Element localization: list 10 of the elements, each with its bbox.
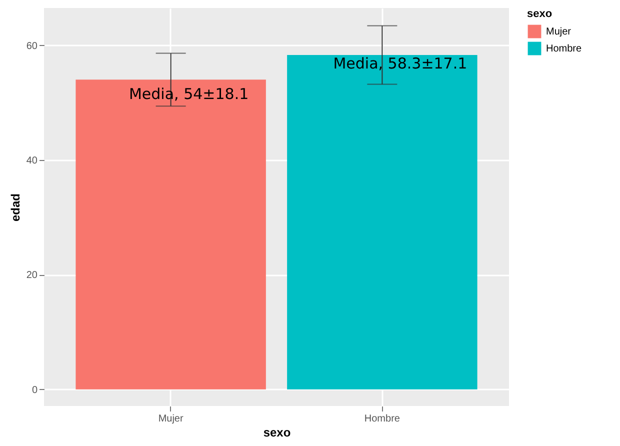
y-axis-title: edad [8,193,22,222]
legend-title: sexo [527,8,552,20]
y-tick-label: 0 [32,384,38,396]
legend-label: Mujer [546,26,572,38]
annotation: Media, 58.3±17.1 [333,54,468,73]
y-tick-label: 40 [26,155,38,166]
legend-label: Hombre [546,44,582,54]
y-tick-label: 60 [26,40,38,52]
y-tick-label: 20 [26,270,38,282]
x-axis-title: sexo [263,426,291,440]
